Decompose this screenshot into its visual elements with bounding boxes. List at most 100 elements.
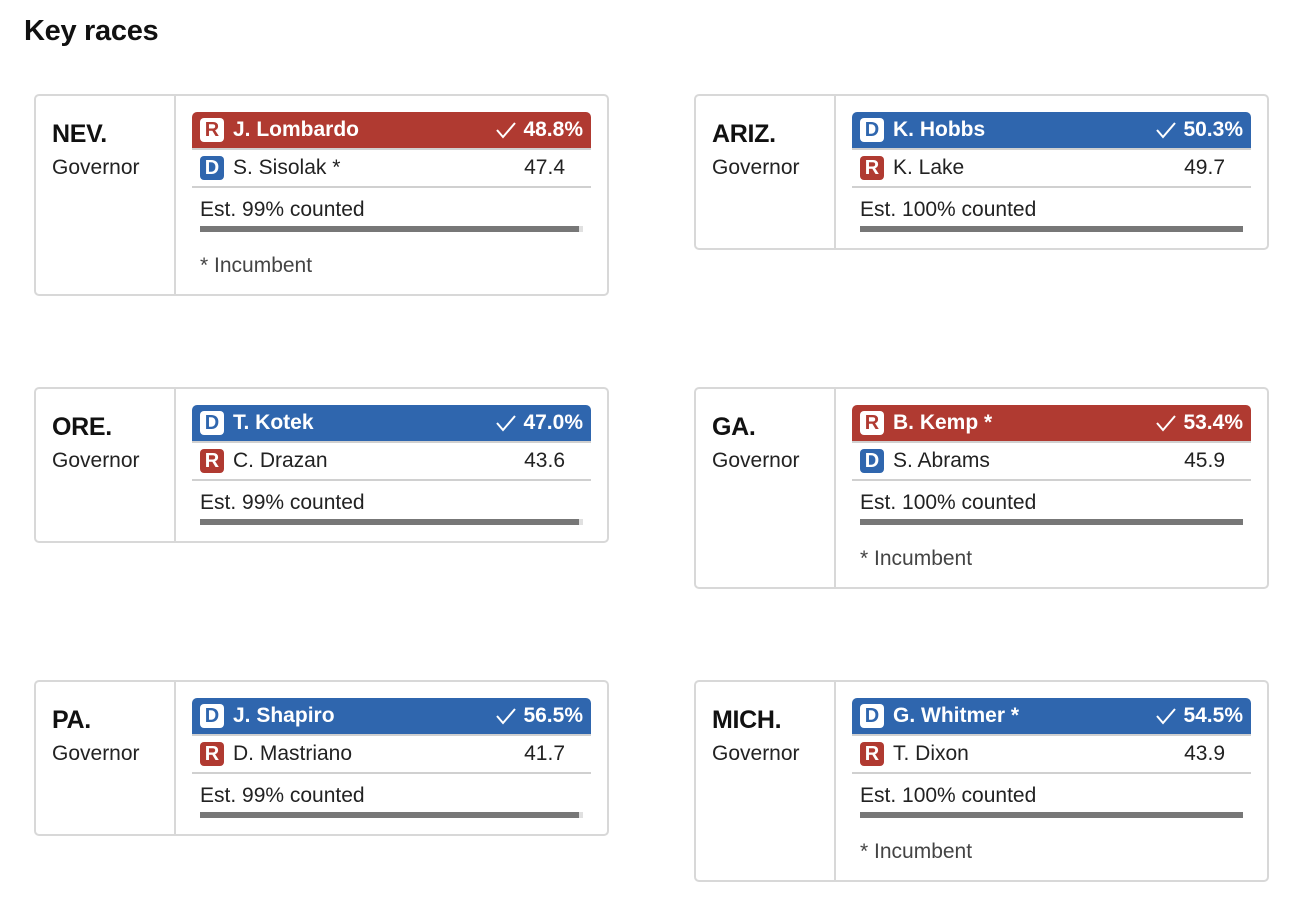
winner-pct-value: 48.8%	[523, 118, 583, 141]
incumbent-note: * Incumbent	[860, 840, 973, 863]
race-type: Governor	[52, 156, 140, 179]
party-badge: R	[200, 118, 224, 142]
party-badge: R	[200, 449, 224, 473]
candidate-row[interactable]: R T. Dixon 43.9	[852, 736, 1251, 774]
counted-progress-bar	[200, 226, 583, 232]
candidate-name: J. Lombardo	[233, 118, 360, 141]
race-label: PA. Governor	[36, 682, 176, 834]
party-badge: D	[200, 411, 224, 435]
candidate-name: T. Kotek	[233, 411, 314, 434]
candidate-name: K. Lake	[893, 156, 965, 179]
winner-pct-value: 56.5%	[523, 704, 583, 727]
page-title: Key races	[24, 15, 159, 47]
counted-progress-bar	[860, 226, 1243, 232]
candidate-pct: 48.8%	[495, 118, 583, 142]
race-card-georgia[interactable]: GA. Governor R B. Kemp * 53.4% D S. Abrams 45.9…	[694, 387, 1269, 589]
state-name: MICH.	[712, 706, 782, 734]
party-badge: D	[860, 449, 884, 473]
state-name: PA.	[52, 706, 91, 734]
candidate-name: J. Shapiro	[233, 704, 335, 727]
state-name: NEV.	[52, 120, 107, 148]
race-card-nevada[interactable]: NEV. Governor R J. Lombardo 48.8% D S. Sisolak…	[34, 94, 609, 296]
race-results: D K. Hobbs 50.3% R K. Lake 49.7 Est. 100% coun…	[836, 96, 1267, 248]
winner-row[interactable]: R B. Kemp * 53.4%	[852, 405, 1251, 443]
race-label: ARIZ. Governor	[696, 96, 836, 248]
party-badge: R	[860, 156, 884, 180]
candidate-name: S. Abrams	[893, 449, 990, 472]
candidate-pct: 49.7	[1184, 156, 1225, 179]
winner-row[interactable]: D J. Shapiro 56.5%	[192, 698, 591, 736]
winner-pct-value: 50.3%	[1183, 118, 1243, 141]
race-card-michigan[interactable]: MICH. Governor D G. Whitmer * 54.5% R T. Dixon…	[694, 680, 1269, 882]
counted-label: Est. 99% counted	[200, 491, 365, 514]
incumbent-note: * Incumbent	[860, 547, 973, 570]
race-results: R J. Lombardo 48.8% D S. Sisolak * 47.4 Est. 9…	[176, 96, 607, 294]
race-results: R B. Kemp * 53.4% D S. Abrams 45.9 Est. 100% c…	[836, 389, 1267, 587]
winner-row[interactable]: R J. Lombardo 48.8%	[192, 112, 591, 150]
counted-label: Est. 100% counted	[860, 198, 1037, 221]
candidate-row[interactable]: R K. Lake 49.7	[852, 150, 1251, 188]
race-label: GA. Governor	[696, 389, 836, 587]
candidate-pct: 43.9	[1184, 742, 1225, 765]
checkmark-icon	[496, 708, 517, 725]
candidate-name: S. Sisolak *	[233, 156, 341, 179]
counted-progress-bar	[860, 519, 1243, 525]
checkmark-icon	[1156, 415, 1177, 432]
candidate-name: G. Whitmer *	[893, 704, 1020, 727]
winner-row[interactable]: D G. Whitmer * 54.5%	[852, 698, 1251, 736]
candidate-pct: 45.9	[1184, 449, 1225, 472]
race-results: D J. Shapiro 56.5% R D. Mastriano 41.7 Est. 99…	[176, 682, 607, 834]
party-badge: D	[860, 704, 884, 728]
race-card-pennsylvania[interactable]: PA. Governor D J. Shapiro 56.5% R D. Mastriano…	[34, 680, 609, 836]
candidate-name: T. Dixon	[893, 742, 969, 765]
race-label: MICH. Governor	[696, 682, 836, 880]
candidate-row[interactable]: D S. Sisolak * 47.4	[192, 150, 591, 188]
race-card-arizona[interactable]: ARIZ. Governor D K. Hobbs 50.3% R K. Lake 49.7 E…	[694, 94, 1269, 250]
checkmark-icon	[1156, 708, 1177, 725]
party-badge: R	[860, 742, 884, 766]
winner-row[interactable]: D T. Kotek 47.0%	[192, 405, 591, 443]
candidate-name: B. Kemp *	[893, 411, 993, 434]
race-type: Governor	[712, 449, 800, 472]
state-name: GA.	[712, 413, 756, 441]
checkmark-icon	[1156, 122, 1177, 139]
winner-row[interactable]: D K. Hobbs 50.3%	[852, 112, 1251, 150]
counted-label: Est. 100% counted	[860, 491, 1037, 514]
candidate-row[interactable]: D S. Abrams 45.9	[852, 443, 1251, 481]
race-type: Governor	[712, 742, 800, 765]
candidate-name: C. Drazan	[233, 449, 328, 472]
candidate-pct: 47.0%	[495, 411, 583, 435]
counted-progress-bar	[860, 812, 1243, 818]
incumbent-note: * Incumbent	[200, 254, 313, 277]
race-results: D T. Kotek 47.0% R C. Drazan 43.6 Est. 99% cou…	[176, 389, 607, 541]
candidate-pct: 53.4%	[1155, 411, 1243, 435]
counted-progress-fill	[860, 519, 1243, 525]
race-results: D G. Whitmer * 54.5% R T. Dixon 43.9 Est. 100%…	[836, 682, 1267, 880]
race-type: Governor	[712, 156, 800, 179]
candidate-pct: 47.4	[524, 156, 565, 179]
candidate-row[interactable]: R D. Mastriano 41.7	[192, 736, 591, 774]
candidate-name: D. Mastriano	[233, 742, 353, 765]
race-card-oregon[interactable]: ORE. Governor D T. Kotek 47.0% R C. Drazan 43.6…	[34, 387, 609, 543]
counted-progress-bar	[200, 519, 583, 525]
candidate-pct: 54.5%	[1155, 704, 1243, 728]
candidate-pct: 56.5%	[495, 704, 583, 728]
counted-progress-fill	[200, 519, 580, 525]
checkmark-icon	[496, 415, 517, 432]
counted-label: Est. 100% counted	[860, 784, 1037, 807]
counted-progress-bar	[200, 812, 583, 818]
candidate-row[interactable]: R C. Drazan 43.6	[192, 443, 591, 481]
state-name: ORE.	[52, 413, 112, 441]
counted-progress-fill	[860, 226, 1243, 232]
race-type: Governor	[52, 742, 140, 765]
counted-label: Est. 99% counted	[200, 198, 365, 221]
counted-progress-fill	[200, 812, 580, 818]
candidate-name: K. Hobbs	[893, 118, 986, 141]
race-label: NEV. Governor	[36, 96, 176, 294]
candidate-pct: 43.6	[524, 449, 565, 472]
state-name: ARIZ.	[712, 120, 776, 148]
party-badge: R	[860, 411, 884, 435]
race-type: Governor	[52, 449, 140, 472]
counted-label: Est. 99% counted	[200, 784, 365, 807]
checkmark-icon	[496, 122, 517, 139]
